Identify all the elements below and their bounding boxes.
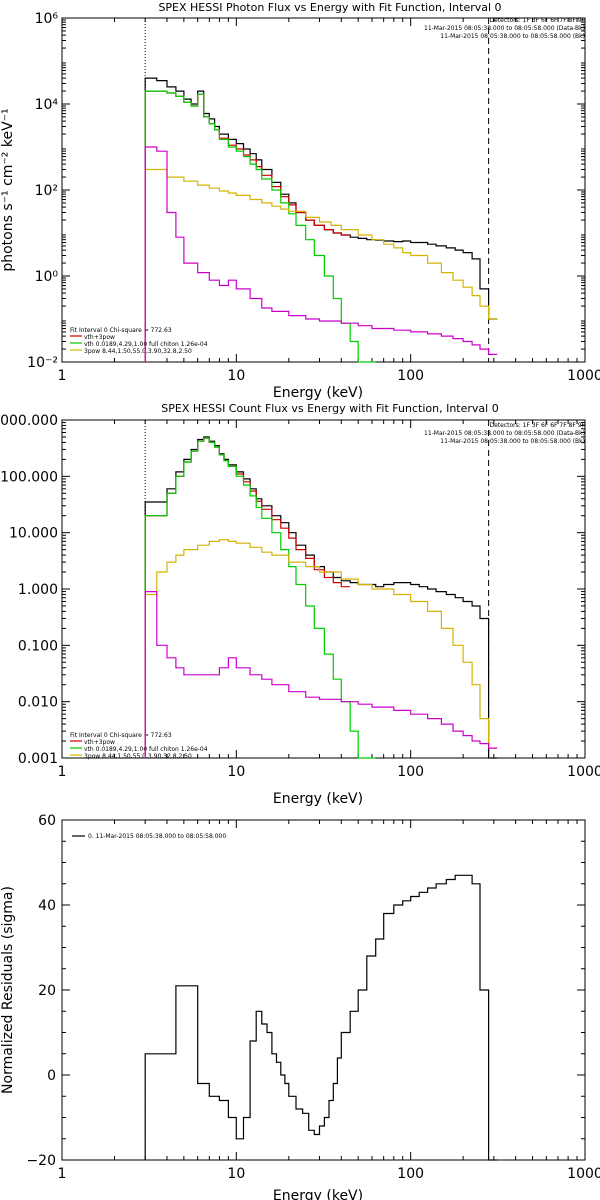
y-tick-label: 10.000 [9,526,58,542]
series-line [144,77,498,362]
y-tick-label: 40 [38,898,56,914]
x-axis-label: Energy (keV) [273,791,363,807]
y-tick-label: 1.000 [18,582,58,598]
series-line [144,437,376,759]
x-tick-label: 10 [227,1166,245,1182]
x-tick-label: 1 [58,368,67,384]
legend-entry: vth 0.0189,4.29,1.00 full chiton 1.26e-0… [84,746,208,753]
x-tick-label: 1000 [567,1166,600,1182]
legend-entry: Fit Interval 0 Chi-square = 772.63 [70,732,172,739]
count-flux-panel: SPEX HESSI Count Flux vs Energy with Fit… [70,402,586,807]
header-bk-range: 11-Mar-2015 08:05:38.000 to 08:05:58.000… [440,33,585,40]
y-tick-label: 10⁻² [27,355,58,371]
x-tick-label: 1000 [567,764,600,780]
y-tick-label: 100.000 [0,469,58,485]
y-tick-label: −20 [26,1153,56,1169]
y-tick-label: 10⁶ [35,11,59,27]
series-line [144,539,498,758]
y-tick-label: 20 [38,983,56,999]
y-axis-label: Normalized Residuals (sigma) [0,886,16,1094]
series-line [144,591,498,758]
plot-frame [61,17,586,363]
x-axis-label: Energy (keV) [273,1188,363,1200]
panel-2-marks: 1 10 100 1000 −20 0 20 40 60 [26,813,600,1182]
series-line [144,874,498,1161]
y-axis-label: photons s⁻¹ cm⁻² keV⁻¹ [0,108,16,271]
plot-frame [61,419,586,759]
y-tick-label: 0.010 [18,695,58,711]
chart-title: SPEX HESSI Photon Flux vs Energy with Fi… [158,1,501,14]
header-detectors: Detectors: 1F 3F 6F 6F 7F 8F 9F [489,422,585,429]
legend-entry: 3pow 8.44,1.50,55.0,3.90,32.8,2.50 [84,348,192,355]
y-tick-label: 0.100 [18,638,58,654]
header-data-range: 11-Mar-2015 08:05:38.000 to 08:05:58.000… [424,25,585,32]
legend-entry: 0. 11-Mar-2015 08:05:38.000 to 08:05:58.… [88,833,226,840]
x-tick-label: 1000 [567,368,600,384]
residuals-panel: Normalized Residuals (sigma) Energy (keV… [0,833,363,1200]
x-tick-label: 1 [58,1166,67,1182]
y-tick-label: 10⁰ [35,269,59,285]
y-tick-label: 10⁴ [35,97,59,113]
header-detectors: Detectors: 1F 3F 6F 6F 7F 8F 9F [489,17,585,24]
legend-entry: Fit Interval 0 Chi-square = 772.63 [70,327,172,334]
x-tick-label: 100 [397,368,424,384]
y-tick-label: 0.001 [18,751,58,767]
legend-entry: vth 0.0189,4.29,1.00 full chiton 1.26e-0… [84,341,208,348]
photon-flux-panel: SPEX HESSI Photon Flux vs Energy with Fi… [0,1,586,401]
plot-frame [61,819,586,1161]
y-tick-label: 60 [38,813,56,829]
panel-1-marks: 1 10 100 1000 0.001 0.010 0.100 1.000 10.000 100.… [0,413,600,780]
legend-entry: vth+3pow [84,334,115,341]
legend-entry: vth+3pow [84,739,115,746]
legend-entry: 3pow 8.44,1.50,55.0,3.90,32.8,2.50 [84,753,192,760]
x-tick-label: 10 [227,368,245,384]
series-line [144,168,498,362]
x-tick-label: 1 [58,764,67,780]
series-line [144,436,498,759]
y-tick-label: 10² [35,183,58,199]
series-line [144,146,498,362]
x-axis-label: Energy (keV) [273,385,363,401]
y-tick-label: 0 [47,1068,56,1084]
header-data-range: 11-Mar-2015 08:05:38.000 to 08:05:58.000… [424,430,585,437]
y-tick-label: 1000.000 [0,413,58,429]
x-tick-label: 100 [397,1166,424,1182]
header-bk-range: 11-Mar-2015 08:05:38.000 to 08:05:58.000… [440,438,585,445]
x-tick-label: 10 [227,764,245,780]
x-tick-label: 100 [397,764,424,780]
panel-0-marks: 1 10 100 1000 10⁻² 10⁰ 10² 10⁴ 10⁶ [27,11,600,384]
chart-title: SPEX HESSI Count Flux vs Energy with Fit… [161,402,498,415]
series-line [144,90,376,363]
